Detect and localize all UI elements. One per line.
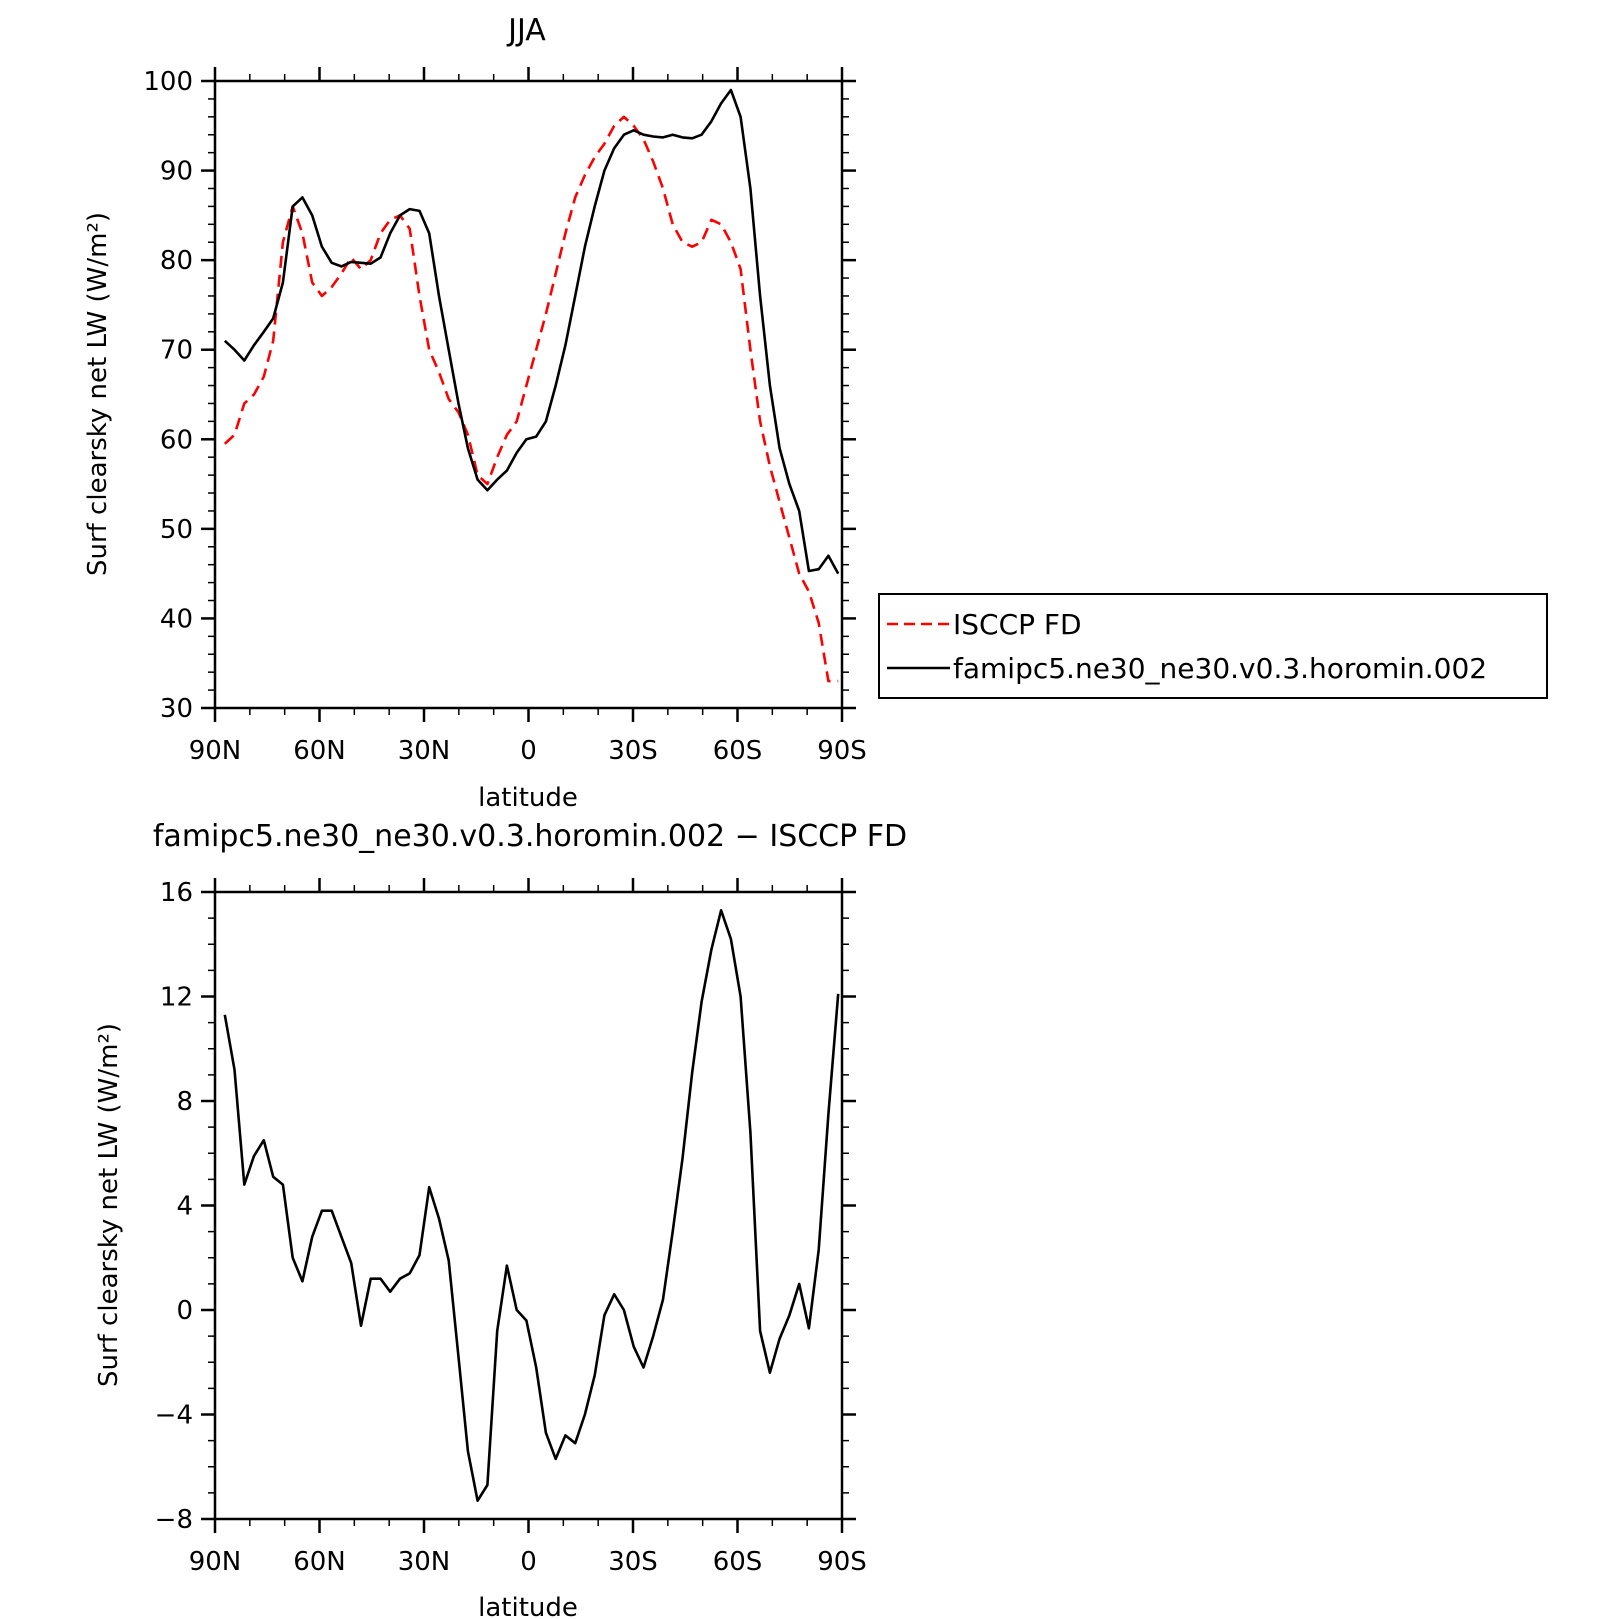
top-series-line-1 <box>223 88 840 575</box>
bottom-chart-title: famipc5.ne30_ne30.v0.3.horomin.002 − ISC… <box>153 819 907 854</box>
top-plot-area: 30 40 50 60 70 80 90 100 90N 60N 30N 0 30S 60S 90S <box>143 67 867 766</box>
top-plot-frame <box>213 79 844 710</box>
top-panel: JJA 30 40 50 60 70 80 90 100 90N 60N 30N 0 30S 60S 90S… <box>83 13 1548 813</box>
top-y-tick-label: 80 <box>160 246 193 276</box>
bottom-plot-frame <box>213 890 844 1521</box>
legend: ISCCP FD famipc5.ne30_ne30.v0.3.horomin.… <box>878 593 1548 699</box>
bottom-y-axis-title: Surf clearsky net LW (W/m²) <box>94 1023 124 1387</box>
top-y-tick-label: 30 <box>160 694 193 724</box>
bottom-y-tick-label: −8 <box>155 1505 193 1535</box>
bottom-y-tick-label: −4 <box>155 1401 193 1431</box>
top-y-tick-label: 50 <box>160 515 193 545</box>
bottom-y-tick-label: 4 <box>176 1192 193 1222</box>
legend-label-model: famipc5.ne30_ne30.v0.3.horomin.002 <box>953 652 1487 685</box>
bottom-y-tick-label: 8 <box>176 1087 193 1117</box>
top-x-axis-title: latitude <box>478 783 578 813</box>
top-series-line-0 <box>223 115 839 683</box>
bottom-panel: famipc5.ne30_ne30.v0.3.horomin.002 − ISC… <box>94 819 907 1619</box>
bottom-y-tick-label: 0 <box>176 1296 193 1326</box>
top-x-tick-label: 0 <box>520 736 537 766</box>
bottom-x-tick-label: 60N <box>293 1547 346 1577</box>
bottom-y-tick-label: 12 <box>160 983 193 1013</box>
top-y-tick-label: 90 <box>160 157 193 187</box>
bottom-y-tick-label: 16 <box>160 878 193 908</box>
top-x-tick-label: 90S <box>817 736 867 766</box>
top-y-tick-label: 40 <box>160 604 193 634</box>
top-x-tick-label: 30S <box>608 736 658 766</box>
top-x-tick-label: 60N <box>293 736 346 766</box>
legend-label-isccp: ISCCP FD <box>953 608 1082 641</box>
bottom-x-axis-title: latitude <box>478 1593 578 1619</box>
bottom-x-tick-label: 90S <box>817 1547 867 1577</box>
top-chart-title: JJA <box>506 13 546 48</box>
bottom-x-tick-label: 30N <box>398 1547 451 1577</box>
bottom-x-tick-label: 30S <box>608 1547 658 1577</box>
bottom-x-tick-label: 90N <box>189 1547 242 1577</box>
bottom-x-tick-label: 0 <box>520 1547 537 1577</box>
top-x-tick-label: 30N <box>398 736 451 766</box>
top-y-tick-label: 70 <box>160 336 193 366</box>
top-y-tick-label: 100 <box>143 67 193 97</box>
legend-box <box>878 593 1548 699</box>
bottom-plot-area: −8 −4 0 4 8 12 16 90N 60N 30N 0 30S 60S 90S <box>155 878 867 1577</box>
bottom-series-line-0 <box>223 908 840 1502</box>
bottom-x-tick-label: 60S <box>713 1547 763 1577</box>
top-x-tick-label: 90N <box>189 736 242 766</box>
top-y-axis-title: Surf clearsky net LW (W/m²) <box>83 212 113 576</box>
top-x-tick-label: 60S <box>713 736 763 766</box>
top-y-tick-label: 60 <box>160 425 193 455</box>
